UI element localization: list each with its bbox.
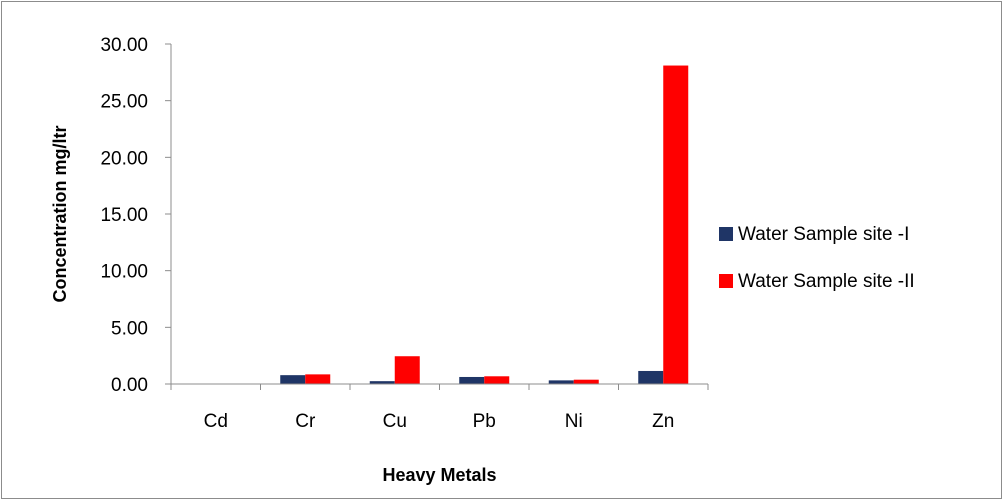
- legend-swatch-2: [719, 274, 733, 288]
- x-tick-label: Cu: [383, 411, 407, 432]
- x-tick-label: Cr: [295, 411, 316, 432]
- y-tick-label: 25.00: [100, 92, 148, 113]
- bar-1-zn: [638, 370, 664, 384]
- bar-1-cr: [280, 375, 306, 384]
- legend: Water Sample site -I Water Sample site -I…: [719, 224, 915, 292]
- y-tick-label: 30.00: [100, 35, 148, 56]
- legend-swatch-1: [719, 227, 733, 241]
- y-tick-label: 10.00: [100, 262, 148, 283]
- bar-1-cu: [369, 381, 395, 384]
- y-axis-title: Concentration mg/ltr: [50, 125, 70, 302]
- y-tick-label: 15.00: [100, 205, 148, 226]
- y-tick-label: 0.00: [111, 375, 148, 396]
- bars: [280, 65, 689, 385]
- bar-2-ni: [573, 379, 599, 384]
- legend-label-2: Water Sample site -II: [738, 271, 915, 292]
- bar-2-pb: [484, 376, 510, 384]
- bar-1-ni: [548, 380, 574, 384]
- bar-2-cu: [394, 356, 420, 384]
- x-tick-label: Ni: [565, 411, 583, 432]
- x-tick-label: Cd: [204, 411, 228, 432]
- bar-2-cr: [305, 374, 331, 384]
- legend-label-1: Water Sample site -I: [738, 224, 909, 245]
- bar-2-zn: [663, 65, 689, 385]
- x-tick-label: Zn: [652, 411, 674, 432]
- y-tick-label: 5.00: [111, 318, 148, 339]
- x-tick-label: Pb: [473, 411, 496, 432]
- x-axis-title: Heavy Metals: [382, 465, 496, 485]
- bar-1-pb: [459, 376, 485, 384]
- y-axis-ticks: 0.00 5.00 10.00 15.00 20.00 25.00 30.00: [100, 35, 171, 396]
- y-tick-label: 20.00: [100, 148, 148, 169]
- x-axis-ticks: Cd Cr Cu Pb Ni Zn: [170, 384, 709, 432]
